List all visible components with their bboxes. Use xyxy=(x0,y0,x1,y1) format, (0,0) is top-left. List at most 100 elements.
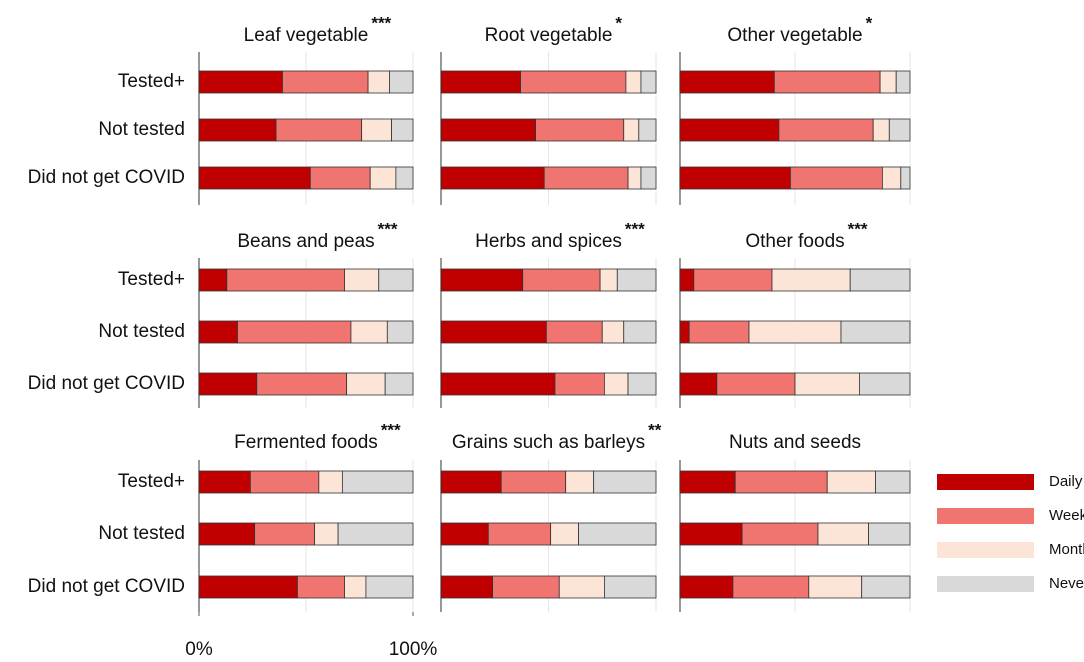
bar-segment xyxy=(440,166,545,190)
legend-label: Never xyxy=(1049,575,1084,592)
bar-segment xyxy=(318,470,343,494)
bar-segment xyxy=(879,70,897,94)
bar-segment xyxy=(440,268,524,292)
bar-segment xyxy=(888,118,911,142)
bar-segment xyxy=(625,70,642,94)
x-tick-label: 100% xyxy=(389,639,438,660)
bar-segment xyxy=(198,70,283,94)
bar-segment xyxy=(344,575,367,599)
bar-segment xyxy=(198,522,256,546)
bar-segment xyxy=(249,470,320,494)
bar-segment xyxy=(254,522,315,546)
bar-segment xyxy=(522,268,601,292)
bar-segment xyxy=(748,320,842,344)
bar-segment xyxy=(440,575,493,599)
bar-segment xyxy=(565,470,595,494)
significance: *** xyxy=(381,420,401,439)
x-tick-label: 0% xyxy=(185,639,213,660)
bar-segment xyxy=(771,268,851,292)
bar-segment xyxy=(778,118,874,142)
bar-segment xyxy=(226,268,345,292)
bar-segment xyxy=(198,320,238,344)
bar-segment xyxy=(859,372,911,396)
bar-segment xyxy=(337,522,414,546)
bar-segment xyxy=(817,522,869,546)
bar-segment xyxy=(840,320,911,344)
panel-title: Beans and peas xyxy=(237,231,374,252)
bar-segment xyxy=(790,166,883,190)
bar-segment xyxy=(543,166,629,190)
panel-title: Fermented foods xyxy=(234,432,378,453)
bar-segment xyxy=(367,70,390,94)
bar-segment xyxy=(627,372,657,396)
panel-title: Grains such as barleys xyxy=(452,432,645,453)
bar-segment xyxy=(638,118,657,142)
bar-segment xyxy=(623,320,657,344)
bar-segment xyxy=(679,166,791,190)
bar-segment xyxy=(773,70,881,94)
bar-segment xyxy=(679,522,743,546)
bar-segment xyxy=(679,320,690,344)
bar-segment xyxy=(275,118,363,142)
bar-segment xyxy=(237,320,352,344)
bar-segment xyxy=(716,372,796,396)
bar-segment xyxy=(344,268,380,292)
bar-segment xyxy=(554,372,605,396)
bar-segment xyxy=(679,470,736,494)
bar-segment xyxy=(578,522,657,546)
bar-segment xyxy=(627,166,642,190)
significance: *** xyxy=(371,13,391,32)
bar-segment xyxy=(872,118,890,142)
legend-swatch xyxy=(937,576,1034,592)
bar-segment xyxy=(198,118,277,142)
bar-segment xyxy=(198,166,311,190)
bar-segment xyxy=(640,70,657,94)
bar-segment xyxy=(487,522,552,546)
bar-segment xyxy=(198,372,258,396)
bar-segment xyxy=(346,372,386,396)
bar-segment xyxy=(378,268,414,292)
bar-segment xyxy=(875,470,911,494)
legend-label: Daily xyxy=(1049,473,1083,490)
bar-segment xyxy=(679,372,718,396)
bar-segment xyxy=(882,166,902,190)
legend-label: Monthly xyxy=(1049,541,1084,558)
bar-segment xyxy=(520,70,627,94)
bar-segment xyxy=(558,575,605,599)
bar-segment xyxy=(741,522,819,546)
category-label: Tested+ xyxy=(118,471,185,492)
significance: *** xyxy=(625,219,645,238)
significance: *** xyxy=(378,219,398,238)
bar-segment xyxy=(679,118,780,142)
bar-segment xyxy=(808,575,863,599)
bar-segment xyxy=(389,70,414,94)
bar-segment xyxy=(386,320,414,344)
bar-segment xyxy=(384,372,414,396)
significance: ** xyxy=(648,420,662,439)
category-label: Not tested xyxy=(98,119,185,140)
bar-segment xyxy=(535,118,625,142)
bar-segment xyxy=(350,320,388,344)
bar-segment xyxy=(849,268,911,292)
bar-segment xyxy=(365,575,414,599)
bar-segment xyxy=(198,470,251,494)
bar-segment xyxy=(391,118,414,142)
bar-segment xyxy=(868,522,911,546)
bar-segment xyxy=(440,320,547,344)
bar-segment xyxy=(734,470,828,494)
category-label: Tested+ xyxy=(118,269,185,290)
bar-segment xyxy=(593,470,657,494)
significance: * xyxy=(866,13,873,32)
bar-segment xyxy=(688,320,750,344)
bar-segment xyxy=(440,522,489,546)
category-label: Did not get COVID xyxy=(28,373,185,394)
bar-segment xyxy=(361,118,393,142)
category-label: Not tested xyxy=(98,523,185,544)
bar-segment xyxy=(395,166,414,190)
bar-segment xyxy=(604,372,629,396)
bar-segment xyxy=(900,166,911,190)
bar-segment xyxy=(440,118,536,142)
bar-segment xyxy=(601,320,625,344)
bar-segment xyxy=(545,320,603,344)
category-label: Not tested xyxy=(98,321,185,342)
